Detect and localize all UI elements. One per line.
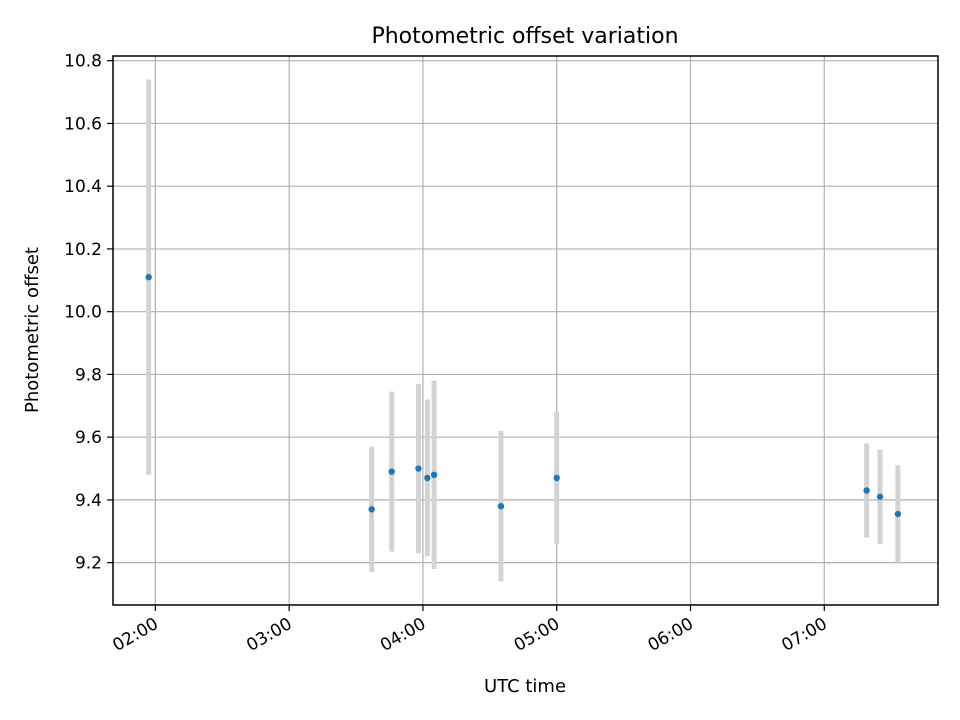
y-axis-label: Photometric offset xyxy=(22,247,43,413)
data-point xyxy=(497,502,505,510)
data-point xyxy=(145,273,152,281)
y-tick-label: 10.8 xyxy=(64,52,102,72)
data-point xyxy=(553,474,560,482)
chart-title: Photometric offset variation xyxy=(371,24,678,49)
x-axis-label: UTC time xyxy=(484,676,566,697)
plot-frame xyxy=(112,55,939,606)
data-point xyxy=(876,493,884,500)
data-point xyxy=(430,471,438,479)
y-tick-label: 9.4 xyxy=(75,491,102,511)
y-tick-label: 10.2 xyxy=(64,240,102,260)
data-point xyxy=(368,506,375,513)
data-marks xyxy=(145,79,902,582)
y-tick-label: 9.8 xyxy=(75,365,102,385)
y-tick-label: 10.6 xyxy=(64,114,102,134)
y-tick-label: 10.0 xyxy=(64,303,102,323)
y-tick-label: 10.4 xyxy=(64,177,102,197)
y-tick-label: 9.2 xyxy=(75,554,102,574)
data-point xyxy=(415,465,422,472)
data-point xyxy=(894,510,902,518)
data-point xyxy=(424,474,431,482)
y-tick-label: 9.6 xyxy=(75,428,102,448)
data-point xyxy=(388,468,395,475)
data-point xyxy=(863,487,870,494)
grid xyxy=(113,56,938,605)
